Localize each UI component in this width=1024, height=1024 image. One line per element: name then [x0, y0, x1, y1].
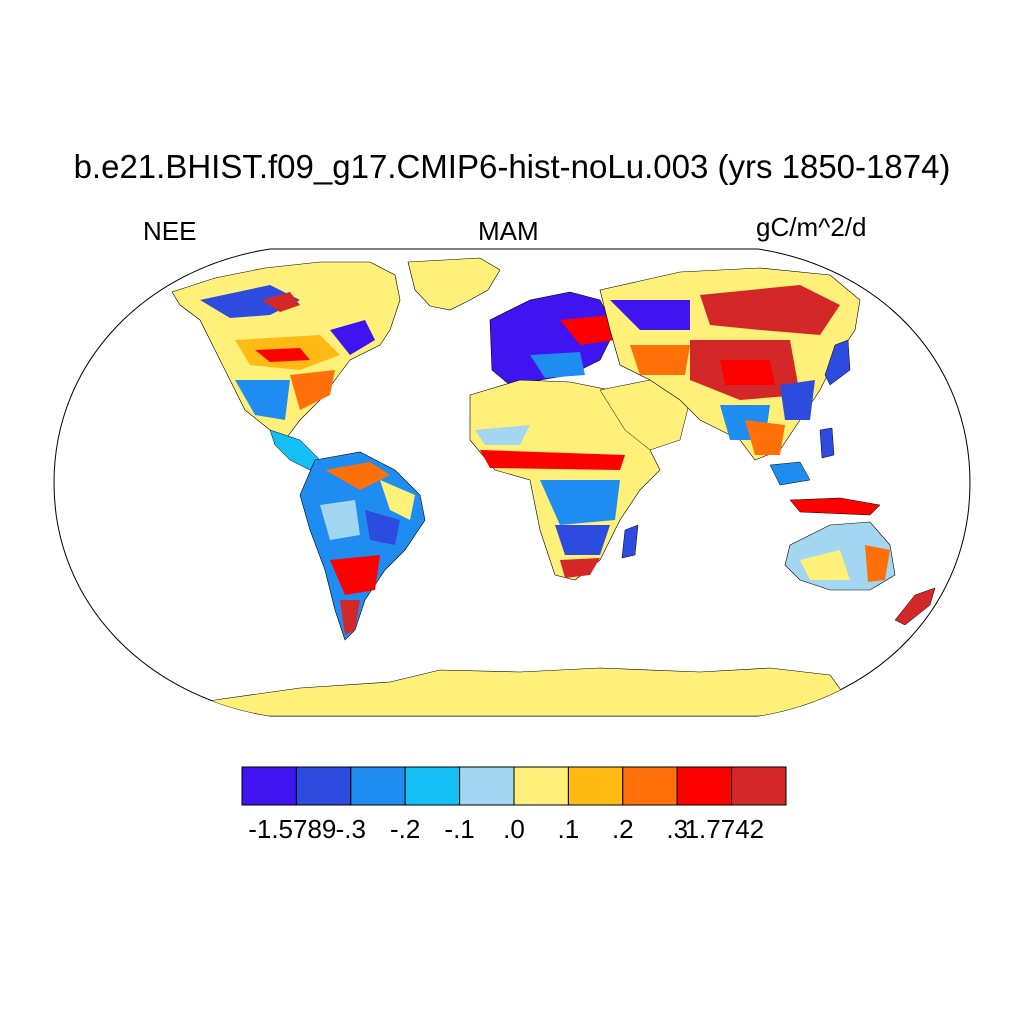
north-america — [171, 261, 401, 471]
antarctica — [149, 667, 861, 716]
colorbar-box — [295, 766, 352, 806]
colorbar-box — [513, 766, 569, 806]
colorbar-box — [731, 766, 787, 806]
greenland — [407, 257, 501, 311]
colorbar-box — [676, 766, 733, 806]
colorbar-tick-label: .0 — [503, 814, 525, 844]
colorbar-tick-label: .1 — [558, 814, 580, 844]
colorbar-box — [350, 766, 406, 806]
asia — [599, 267, 881, 516]
colorbar-tick-label: -.3 — [336, 814, 366, 844]
figure-title: b.e21.BHIST.f09_g17.CMIP6-hist-noLu.003 … — [73, 148, 951, 185]
colorbar-box — [404, 766, 461, 806]
colorbar-box — [622, 766, 678, 806]
colorbar-box — [567, 766, 624, 806]
colorbar-tick-label: 1.7742 — [685, 814, 765, 844]
season-label: MAM — [478, 216, 539, 246]
colorbar-box — [459, 766, 515, 806]
australia — [784, 521, 936, 626]
africa — [469, 379, 661, 581]
units-label: gC/m^2/d — [756, 212, 867, 242]
colorbar-tick-label: .3 — [666, 814, 688, 844]
europe — [489, 291, 616, 386]
colorbar-tick-label: -.2 — [390, 814, 420, 844]
colorbar-tick-label: .2 — [612, 814, 634, 844]
south-america — [299, 451, 426, 641]
colorbar-tick-label: -.1 — [444, 814, 474, 844]
colorbar-box — [241, 766, 297, 806]
colorbar-tick-label: -1.5789 — [248, 814, 336, 844]
variable-label: NEE — [143, 216, 197, 246]
